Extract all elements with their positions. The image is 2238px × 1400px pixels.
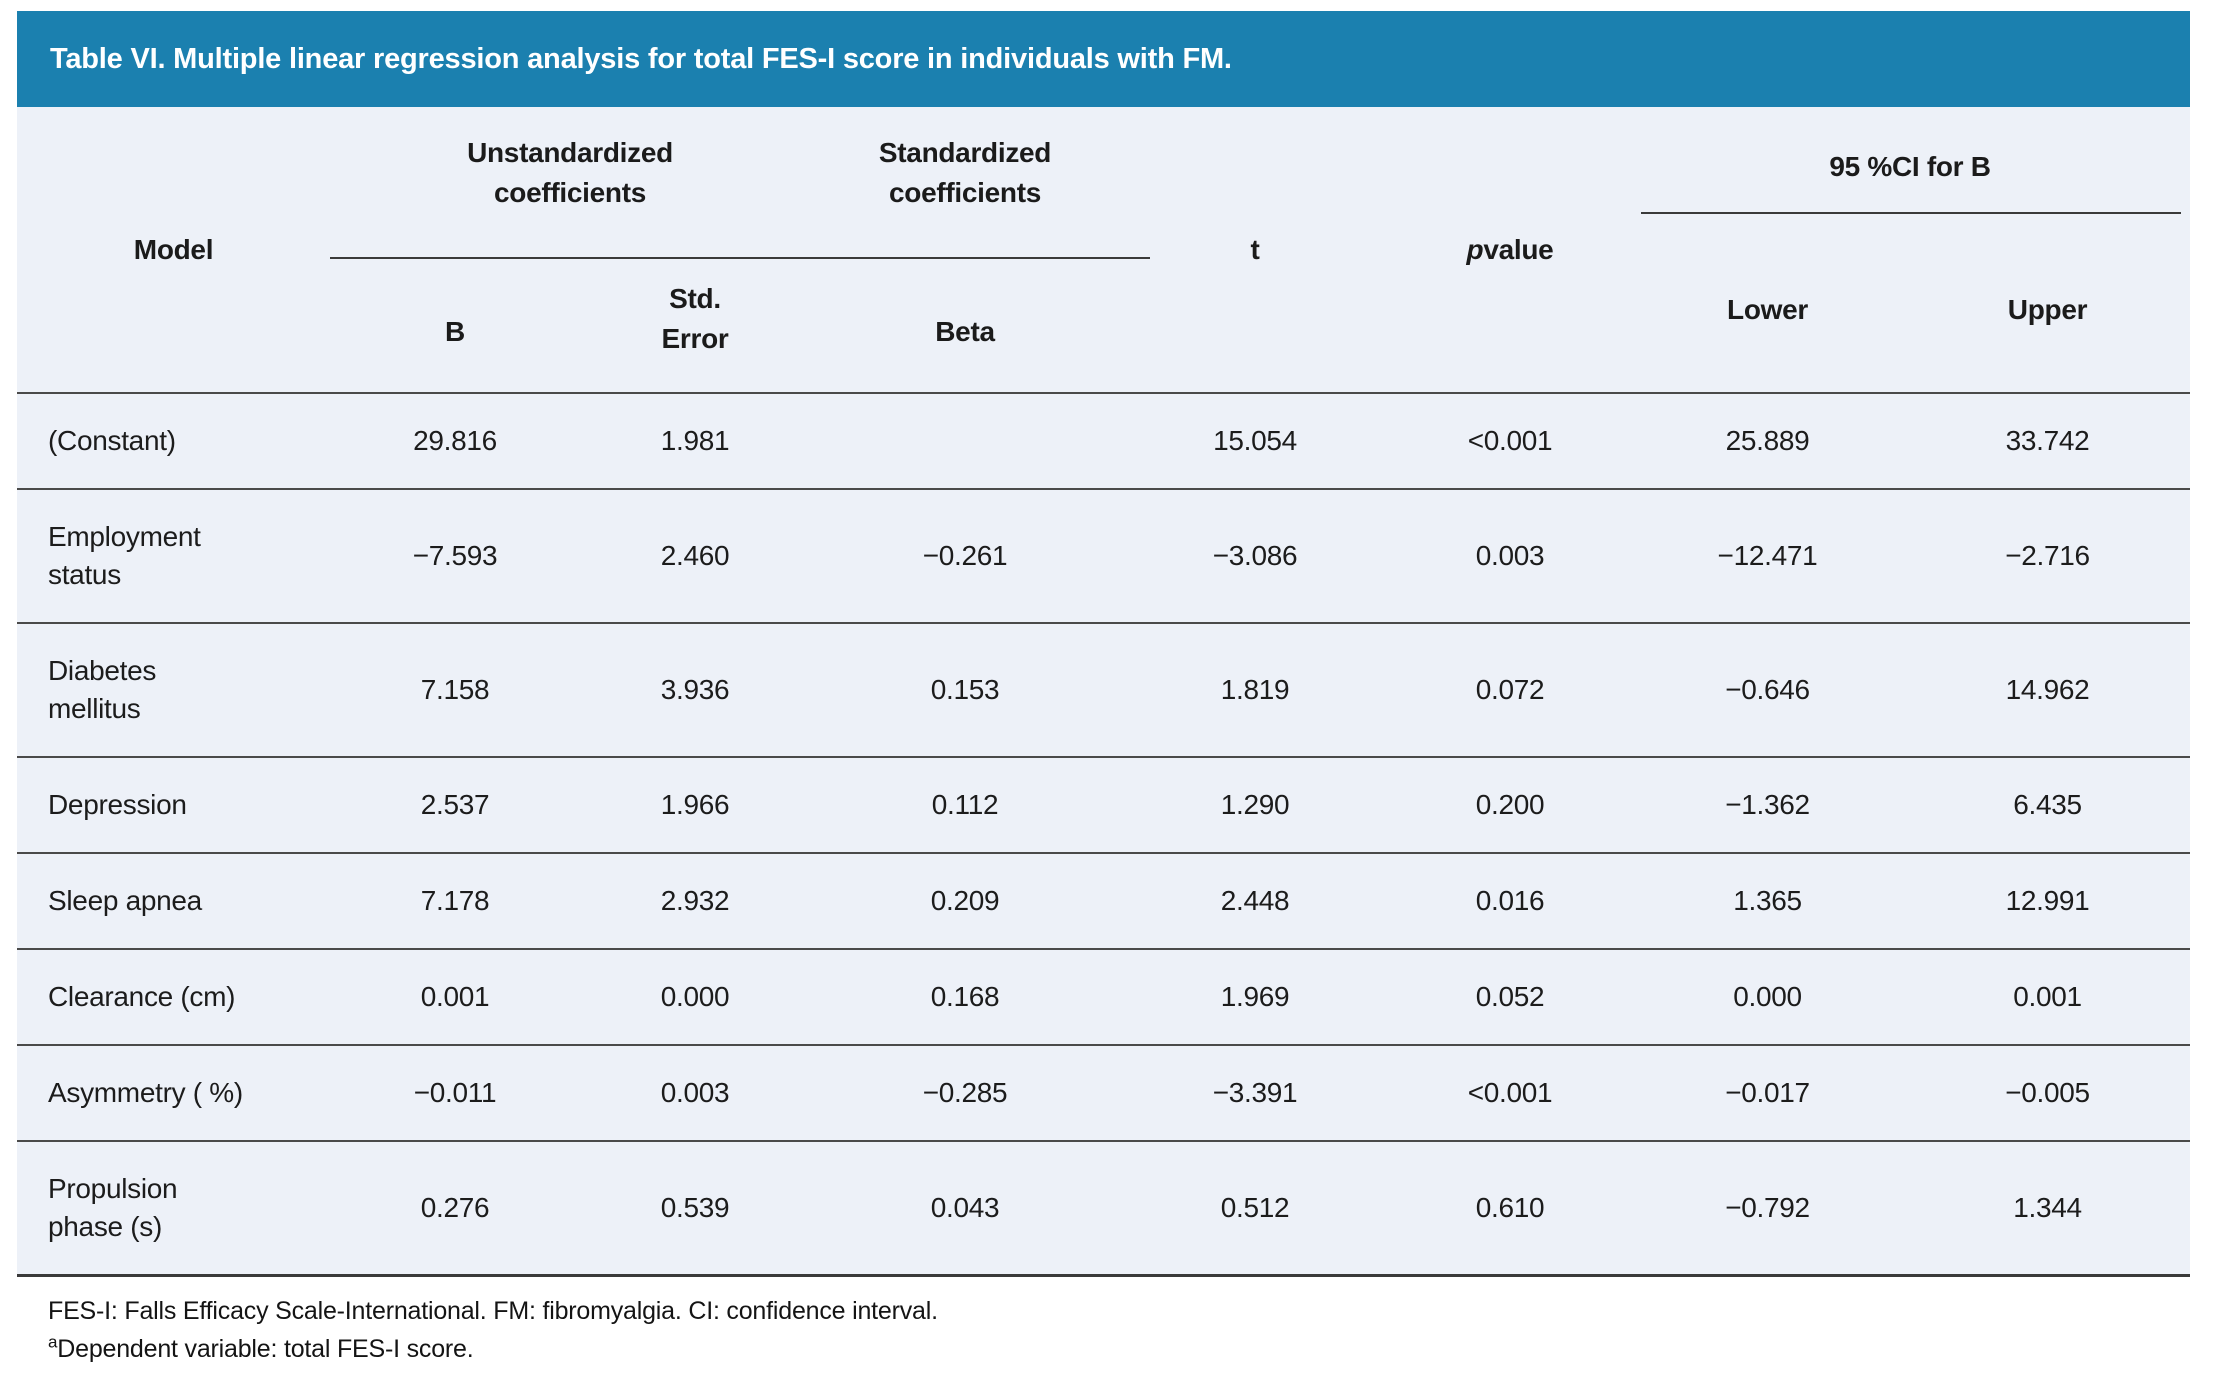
ci-lower-cell: −0.646 — [1725, 674, 1810, 705]
footnote-abbreviations: FES-I: Falls Efficacy Scale-Internationa… — [48, 1297, 938, 1325]
ci-lower-cell: −12.471 — [1717, 540, 1818, 571]
model-cell: Sleep apnea — [48, 885, 202, 916]
t-cell: 1.819 — [1220, 674, 1290, 705]
table-row: Clearance (cm) 0.001 0.000 0.168 1.969 0… — [17, 948, 2190, 1044]
p-value-cell: 0.200 — [1475, 789, 1545, 820]
b-cell: −7.593 — [412, 540, 498, 571]
table-row: Propulsion phase (s) 0.276 0.539 0.043 0… — [17, 1140, 2190, 1274]
footnotes: FES-I: Falls Efficacy Scale-Internationa… — [48, 1292, 938, 1368]
std-error-cell: 1.981 — [660, 425, 730, 456]
header-b: B — [445, 316, 465, 347]
p-value-cell: 0.016 — [1475, 885, 1545, 916]
b-cell: 7.158 — [420, 674, 490, 705]
header-t: t — [1120, 107, 1390, 392]
table-header: Model Unstandardized coefficients Standa… — [17, 107, 2190, 392]
p-value-cell: 0.610 — [1475, 1192, 1545, 1223]
p-value-cell: <0.001 — [1467, 425, 1553, 456]
p-value-cell: 0.072 — [1475, 674, 1545, 705]
footnote-dependent-variable-text: Dependent variable: total FES-I score. — [57, 1335, 474, 1363]
model-cell: Diabetes mellitus — [48, 655, 157, 724]
header-unstandardized-coefficients: Unstandardized coefficients — [467, 137, 673, 208]
table-row: Asymmetry ( %) −0.011 0.003 −0.285 −3.39… — [17, 1044, 2190, 1140]
ci-underline — [1641, 212, 2181, 214]
beta-cell: 0.043 — [930, 1192, 1000, 1223]
ci-upper-cell: 0.001 — [2013, 981, 2082, 1012]
header-t-label: t — [1250, 233, 1260, 265]
ci-lower-cell: 25.889 — [1725, 425, 1810, 456]
table-row: (Constant) 29.816 1.981 15.054 <0.001 25… — [17, 392, 2190, 488]
ci-upper-cell: 14.962 — [2005, 674, 2090, 705]
table-row: Depression 2.537 1.966 0.112 1.290 0.200… — [17, 756, 2190, 852]
std-error-cell: 0.539 — [660, 1192, 730, 1223]
std-error-cell: 2.932 — [660, 885, 730, 916]
p-value-cell: 0.052 — [1475, 981, 1545, 1012]
header-standardized-coefficients: Standardized coefficients — [878, 137, 1052, 208]
b-cell: 7.178 — [420, 885, 490, 916]
ci-upper-cell: −2.716 — [2005, 540, 2090, 571]
model-cell: Employment status — [48, 521, 201, 590]
header-beta: Beta — [935, 316, 995, 347]
beta-cell: −0.285 — [922, 1077, 1008, 1108]
std-error-cell: 1.966 — [660, 789, 730, 820]
ci-lower-cell: −1.362 — [1725, 789, 1810, 820]
std-error-cell: 0.000 — [660, 981, 730, 1012]
model-cell: Depression — [48, 789, 187, 820]
ci-lower-cell: −0.792 — [1725, 1192, 1810, 1223]
header-std-error: Std. Error — [661, 283, 729, 354]
std-error-cell: 3.936 — [660, 674, 730, 705]
beta-cell: −0.261 — [922, 540, 1008, 571]
t-cell: 1.290 — [1220, 789, 1290, 820]
model-cell: (Constant) — [48, 425, 176, 456]
table-row: Employment status −7.593 2.460 −0.261 −3… — [17, 488, 2190, 622]
b-cell: 29.816 — [413, 425, 497, 456]
ci-upper-cell: 33.742 — [2005, 425, 2090, 456]
std-error-cell: 2.460 — [660, 540, 730, 571]
footnote-dependent-variable: aDependent variable: total FES-I score. — [48, 1330, 938, 1368]
header-ci-group: 95 %CI for B — [1829, 151, 1991, 182]
ci-upper-cell: 1.344 — [2013, 1192, 2082, 1223]
b-cell: 2.537 — [420, 789, 490, 820]
t-cell: 1.969 — [1220, 981, 1290, 1012]
t-cell: −3.086 — [1212, 540, 1298, 571]
beta-cell: 0.112 — [931, 789, 999, 820]
ci-upper-cell: −0.005 — [2005, 1077, 2090, 1108]
model-cell: Asymmetry ( %) — [48, 1077, 243, 1108]
model-cell: Clearance (cm) — [48, 981, 236, 1012]
table-title: Table VI. Multiple linear regression ana… — [50, 42, 1232, 75]
ci-upper-cell: 6.435 — [2013, 789, 2082, 820]
header-lower: Lower — [1727, 294, 1808, 325]
t-cell: 0.512 — [1220, 1192, 1290, 1223]
b-cell: −0.011 — [413, 1077, 497, 1108]
header-upper: Upper — [2007, 294, 2088, 325]
ci-lower-cell: 0.000 — [1733, 981, 1802, 1012]
regression-table: Table VI. Multiple linear regression ana… — [17, 11, 2190, 1277]
ci-upper-cell: 12.991 — [2005, 885, 2090, 916]
header-p-value: p value — [1390, 107, 1630, 392]
ci-lower-cell: −0.017 — [1725, 1077, 1810, 1108]
beta-cell: 0.153 — [930, 674, 1000, 705]
footnote-superscript-a: a — [48, 1332, 58, 1352]
t-cell: −3.391 — [1212, 1077, 1298, 1108]
b-cell: 0.001 — [420, 981, 490, 1012]
ci-lower-cell: 1.365 — [1733, 885, 1802, 916]
beta-cell: 0.209 — [930, 885, 1000, 916]
table-title-bar: Table VI. Multiple linear regression ana… — [17, 11, 2190, 107]
table-row: Diabetes mellitus 7.158 3.936 0.153 1.81… — [17, 622, 2190, 756]
model-cell: Propulsion phase (s) — [48, 1173, 178, 1242]
p-value-cell: <0.001 — [1467, 1077, 1553, 1108]
p-value-cell: 0.003 — [1475, 540, 1545, 571]
table-body: (Constant) 29.816 1.981 15.054 <0.001 25… — [17, 392, 2190, 1277]
beta-cell: 0.168 — [930, 981, 1000, 1012]
t-cell: 15.054 — [1213, 425, 1297, 456]
std-error-cell: 0.003 — [660, 1077, 730, 1108]
b-cell: 0.276 — [420, 1192, 490, 1223]
header-model: Model — [133, 233, 214, 265]
table-row: Sleep apnea 7.178 2.932 0.209 2.448 0.01… — [17, 852, 2190, 948]
coefficients-underline — [330, 257, 1150, 259]
t-cell: 2.448 — [1220, 885, 1290, 916]
header-p-rest: value — [1483, 233, 1554, 265]
header-p-italic: p — [1466, 233, 1484, 265]
